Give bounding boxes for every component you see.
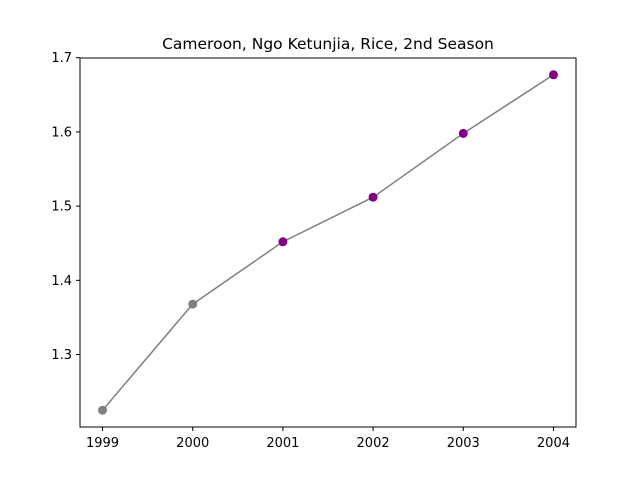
- data-points: [98, 70, 558, 415]
- y-tick-label: 1.5: [51, 200, 72, 215]
- data-point: [458, 128, 468, 138]
- data-point: [188, 299, 198, 309]
- chart-title: Cameroon, Ngo Ketunjia, Rice, 2nd Season: [162, 35, 494, 53]
- y-tick-label: 1.3: [51, 348, 72, 363]
- x-tick-label: 1999: [86, 436, 119, 451]
- series-line-group: [101, 74, 554, 411]
- y-tick-label: 1.7: [51, 51, 72, 66]
- y-tick-label: 1.4: [51, 274, 72, 289]
- x-tick-label: 2001: [266, 436, 299, 451]
- axes: 1999 2000 2001 2002 2003 2004 1.3 1.4 1.5 1.6 1.7: [51, 51, 570, 451]
- y-tick-label: 1.6: [51, 125, 72, 140]
- data-point: [368, 192, 378, 202]
- plot-frame: [79, 57, 577, 428]
- data-point: [548, 70, 558, 80]
- x-tick-label: 2003: [447, 436, 480, 451]
- data-point: [98, 405, 108, 415]
- x-tick-label: 2000: [176, 436, 209, 451]
- data-point: [278, 237, 288, 247]
- series-line: [101, 74, 554, 411]
- x-tick-label: 2004: [537, 436, 570, 451]
- x-tick-label: 2002: [357, 436, 390, 451]
